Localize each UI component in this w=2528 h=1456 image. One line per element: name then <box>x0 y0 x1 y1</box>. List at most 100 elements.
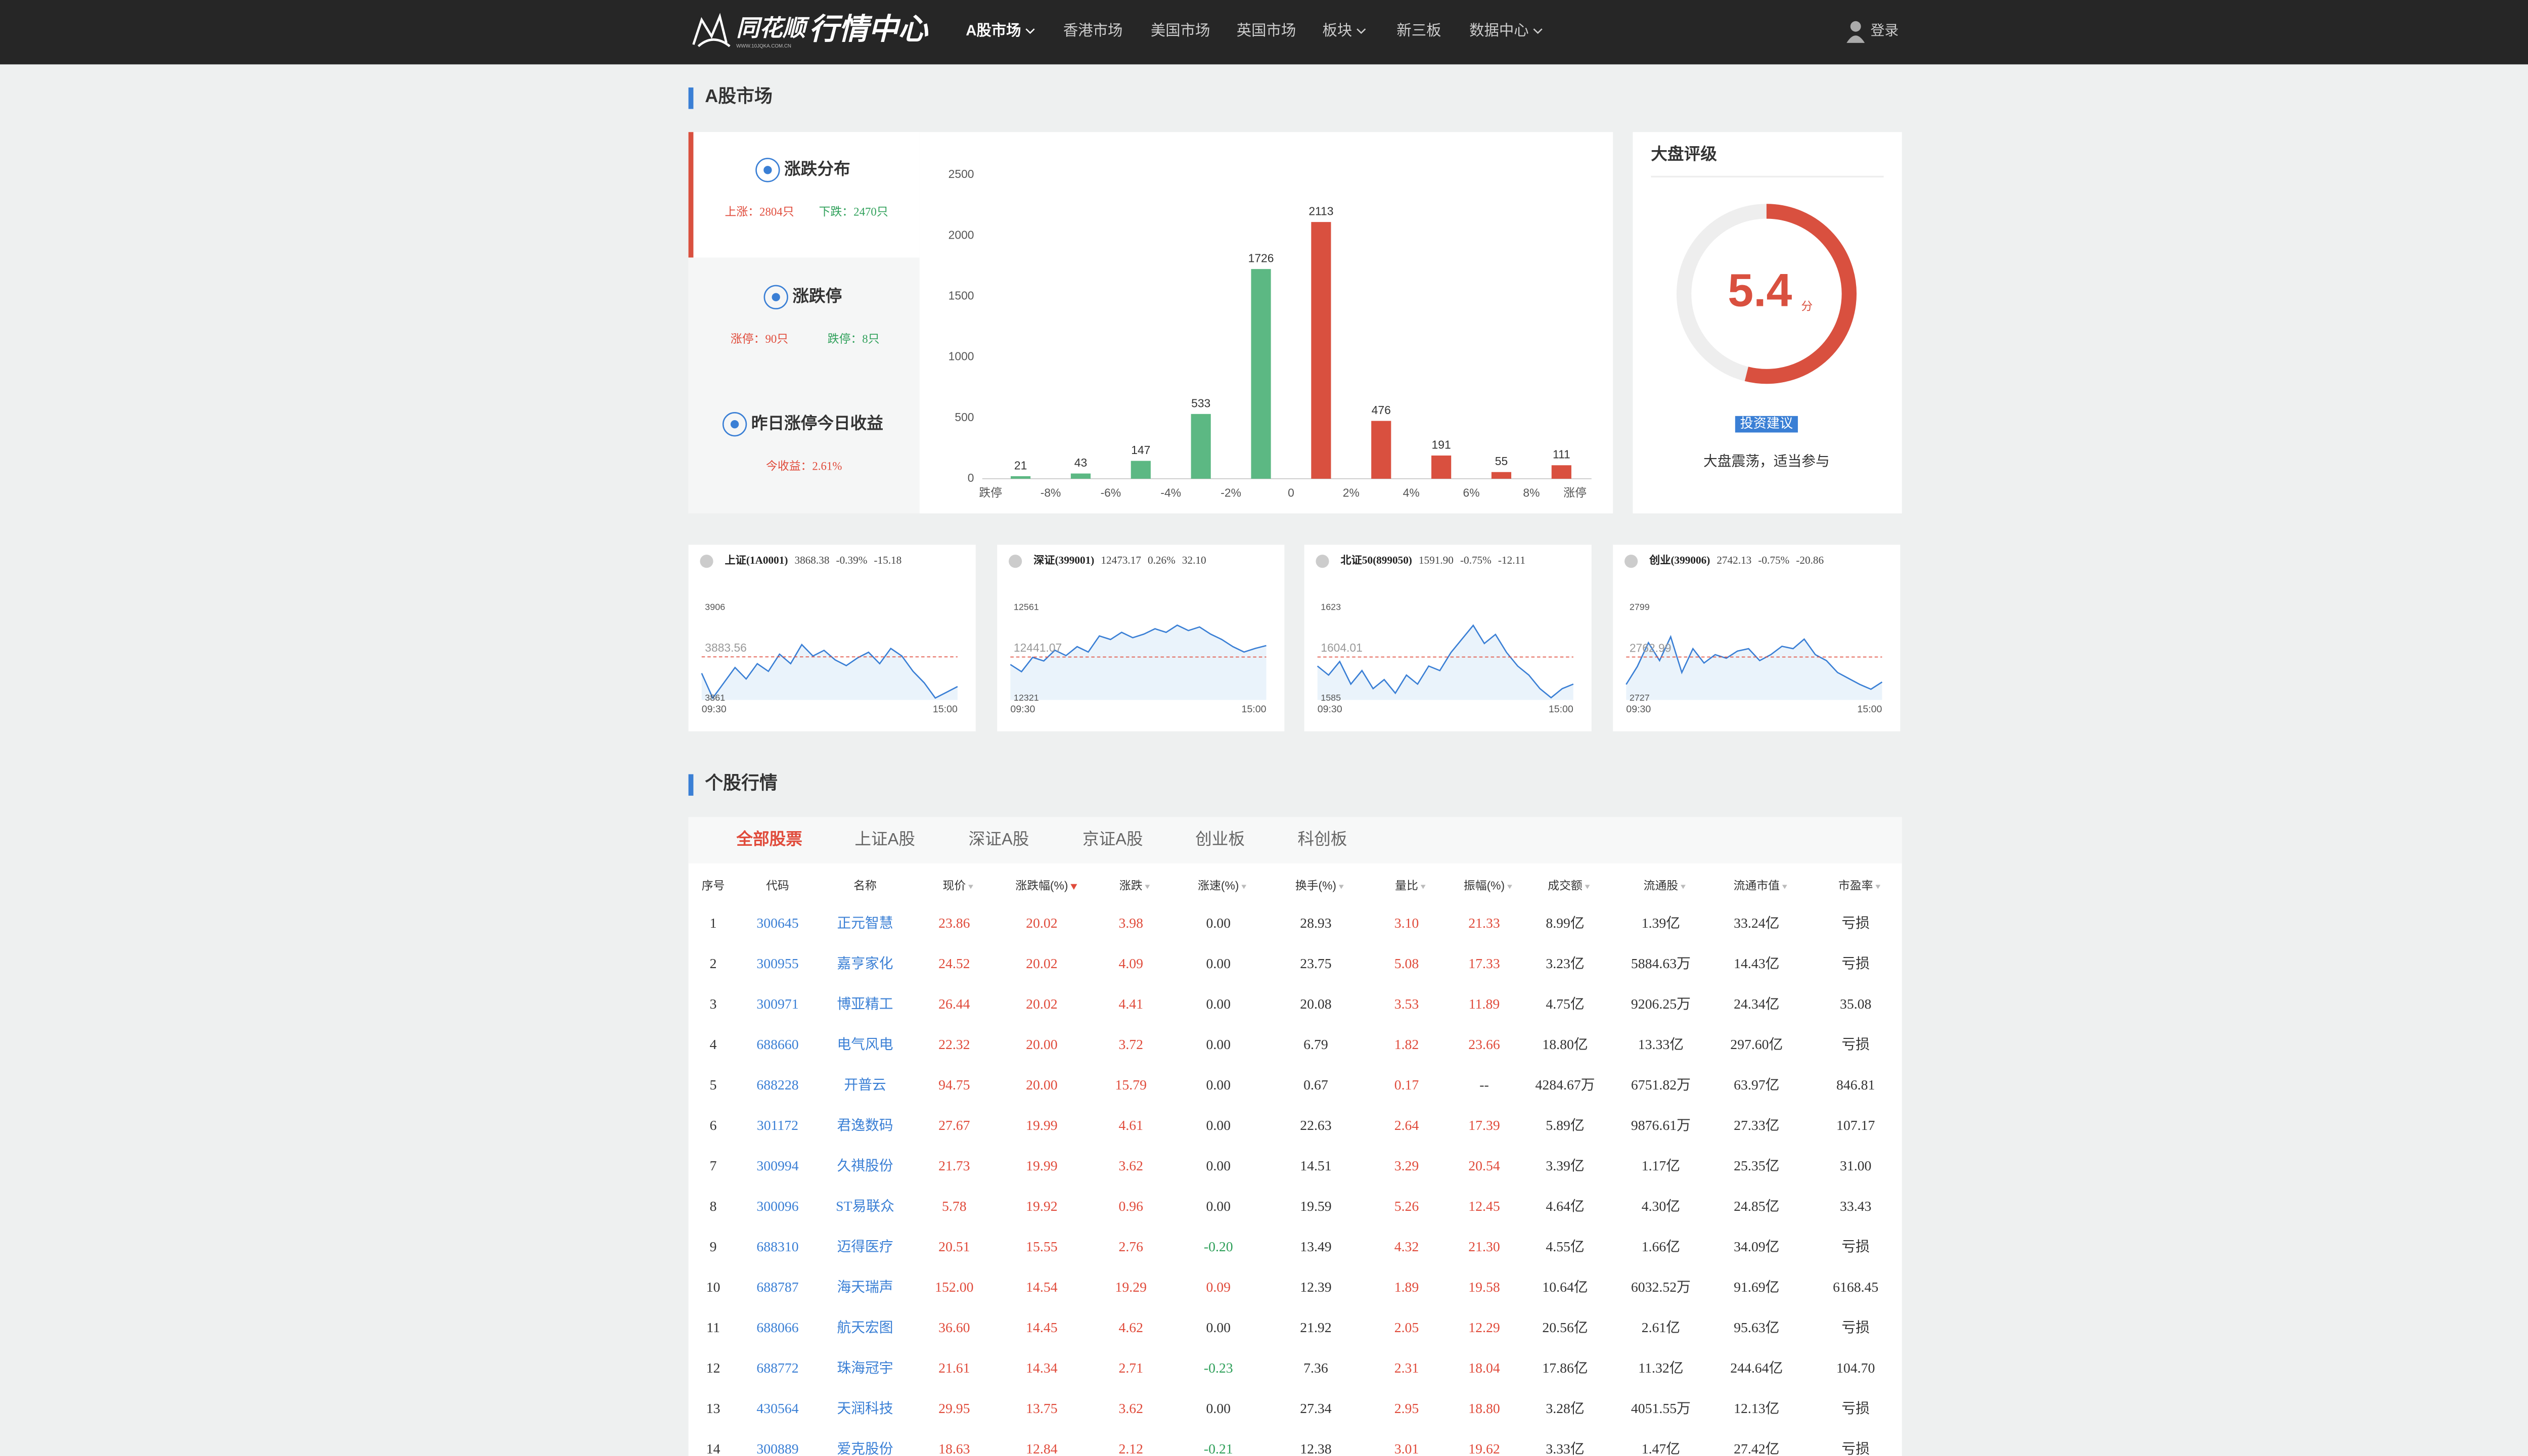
table-cell[interactable]: 珠海冠宇 <box>837 1360 893 1376</box>
clock-icon <box>700 555 713 568</box>
nav-item[interactable]: 香港市场 <box>1063 22 1123 39</box>
table-cell[interactable]: 300955 <box>756 956 798 972</box>
table-cell[interactable]: 300994 <box>756 1158 798 1174</box>
stock-tab[interactable]: 科创板 <box>1298 830 1347 848</box>
stock-tab[interactable]: 京证A股 <box>1082 830 1143 848</box>
column-header[interactable]: 现价 <box>942 879 966 892</box>
table-cell[interactable]: 君逸数码 <box>837 1118 893 1133</box>
table-cell[interactable]: 688228 <box>756 1077 798 1093</box>
table-cell: 0.00 <box>1206 1401 1231 1417</box>
column-header[interactable]: 流通市值 <box>1734 879 1780 892</box>
table-cell: 7 <box>710 1158 717 1174</box>
table-cell[interactable]: 久祺股份 <box>837 1158 893 1174</box>
stock-tab[interactable]: 上证A股 <box>854 830 915 848</box>
table-cell[interactable]: 300971 <box>756 996 798 1012</box>
table-cell[interactable]: 300096 <box>756 1199 798 1214</box>
table-cell: 6.79 <box>1303 1037 1328 1053</box>
y-tick-label: 2799 <box>1630 602 1650 612</box>
bar-value-label: 2113 <box>1308 205 1333 218</box>
index-card[interactable] <box>1613 544 1901 732</box>
table-cell[interactable]: 688066 <box>756 1320 798 1336</box>
login-icon <box>1846 21 1865 43</box>
table-cell: 24.52 <box>938 956 970 972</box>
table-cell[interactable]: 正元智慧 <box>837 916 893 931</box>
nav-item[interactable]: 美国市场 <box>1151 22 1210 39</box>
tab-title[interactable]: 涨跌停 <box>792 286 842 305</box>
index-pct: -0.75% <box>1460 554 1492 566</box>
table-cell[interactable]: 301172 <box>757 1118 798 1133</box>
column-header[interactable]: 涨跌 <box>1119 879 1143 892</box>
table-cell: 4.64亿 <box>1546 1199 1584 1214</box>
stock-tab[interactable]: 创业板 <box>1195 830 1245 848</box>
index-change: 32.10 <box>1182 554 1206 566</box>
column-header[interactable]: 换手(%) <box>1295 879 1336 892</box>
x-tick-label: 8% <box>1523 486 1540 499</box>
x-tick-label: 0 <box>1288 486 1294 499</box>
tab-title[interactable]: 昨日涨停今日收益 <box>751 414 883 432</box>
index-change: -12.11 <box>1498 554 1525 566</box>
nav-item[interactable]: A股市场 <box>966 22 1021 39</box>
nav-item[interactable]: 新三板 <box>1396 22 1441 39</box>
column-header[interactable]: 涨跌幅(%) <box>1015 879 1068 892</box>
nav-item[interactable]: 数据中心 <box>1469 22 1529 39</box>
column-header[interactable]: 市盈率 <box>1838 879 1873 892</box>
table-cell: 21.73 <box>938 1158 970 1174</box>
table-cell: 13 <box>706 1401 720 1417</box>
table-cell: 1.47亿 <box>1642 1441 1680 1456</box>
login-link[interactable]: 登录 <box>1871 22 1899 38</box>
table-cell: 12.45 <box>1468 1199 1500 1214</box>
table-cell: 6032.52万 <box>1631 1280 1691 1295</box>
table-cell[interactable]: 航天宏图 <box>837 1320 893 1336</box>
bar <box>1491 472 1512 479</box>
logo-subtitle: 行情中心 <box>809 13 929 46</box>
table-cell: 5.26 <box>1394 1199 1419 1214</box>
index-card[interactable] <box>1304 544 1592 732</box>
table-cell[interactable]: 688310 <box>756 1239 798 1255</box>
table-cell[interactable]: 300889 <box>756 1441 798 1456</box>
table-cell[interactable]: 电气风电 <box>837 1037 893 1053</box>
table-cell[interactable]: ST易联众 <box>836 1199 894 1214</box>
stock-tab[interactable]: 全部股票 <box>736 830 802 848</box>
bar-value-label: 533 <box>1191 396 1210 410</box>
column-header[interactable]: 涨速(%) <box>1198 879 1239 892</box>
table-cell: 20.08 <box>1300 996 1331 1012</box>
index-pct: 0.26% <box>1148 554 1176 566</box>
nav-item[interactable]: 英国市场 <box>1237 22 1296 39</box>
column-header[interactable]: 量比 <box>1395 879 1418 892</box>
table-cell[interactable]: 天润科技 <box>837 1401 893 1417</box>
table-cell: 亏损 <box>1841 956 1870 972</box>
stock-tab[interactable]: 深证A股 <box>969 830 1029 848</box>
nav-item[interactable]: 板块 <box>1323 22 1352 39</box>
index-card[interactable] <box>688 544 976 732</box>
table-cell[interactable]: 海天瑞声 <box>837 1280 893 1295</box>
tab-title[interactable]: 涨跌分布 <box>784 159 850 178</box>
table-cell[interactable]: 688772 <box>756 1360 798 1376</box>
tab-stat: 上涨：2804只 <box>725 205 794 218</box>
table-cell: 18.80亿 <box>1542 1037 1588 1053</box>
sort-arrow <box>1681 885 1686 889</box>
table-cell[interactable]: 爱克股份 <box>837 1441 893 1456</box>
column-header[interactable]: 成交额 <box>1548 879 1583 892</box>
table-cell[interactable]: 688787 <box>756 1280 798 1295</box>
y-tick-label: 3906 <box>705 602 725 612</box>
table-cell[interactable]: 300645 <box>756 916 798 931</box>
index-name: 上证(1A0001) <box>725 554 788 566</box>
table-cell: 0.00 <box>1206 1037 1231 1053</box>
table-cell: 0.00 <box>1206 1158 1231 1174</box>
table-cell[interactable]: 开普云 <box>844 1077 886 1093</box>
table-cell: 11 <box>706 1320 720 1336</box>
table-cell[interactable]: 博亚精工 <box>837 996 893 1012</box>
index-pct: -0.75% <box>1758 554 1789 566</box>
table-cell[interactable]: 嘉亨家化 <box>837 956 893 972</box>
column-header[interactable]: 流通股 <box>1644 879 1679 892</box>
table-cell[interactable]: 迈得医疗 <box>837 1239 893 1255</box>
table-cell: 19.92 <box>1026 1199 1057 1214</box>
table-cell[interactable]: 430564 <box>756 1401 798 1417</box>
clock-icon <box>1624 555 1638 568</box>
sparkline-area <box>1010 625 1267 700</box>
table-cell: 2.64 <box>1394 1118 1419 1133</box>
column-header[interactable]: 振幅(%) <box>1464 879 1505 892</box>
sort-arrow <box>1875 885 1881 889</box>
table-cell[interactable]: 688660 <box>756 1037 798 1053</box>
bar-value-label: 111 <box>1553 448 1570 461</box>
